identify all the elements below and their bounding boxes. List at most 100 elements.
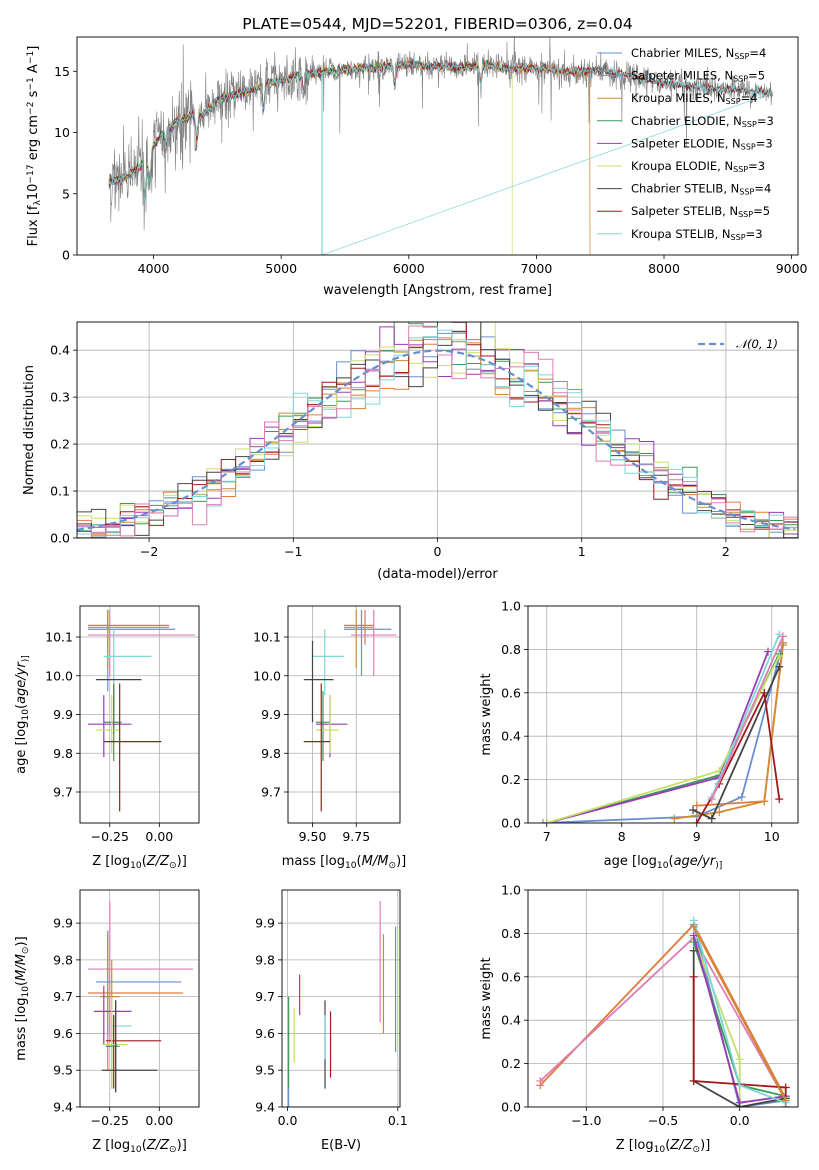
weight-marker	[689, 972, 698, 981]
y-tick-label: 9.4	[53, 1100, 73, 1115]
weight-marker	[781, 1083, 790, 1092]
label-part: Kroupa ELODIE, N	[631, 159, 733, 173]
x-axis-label: (data-model)/error	[377, 567, 498, 582]
histogram-step-extra	[77, 325, 798, 537]
y-tick-label: 9.7	[261, 785, 281, 800]
weight-marker	[715, 808, 724, 817]
label-part: ⊙	[693, 1145, 701, 1155]
y-tick-label: 9.7	[53, 989, 73, 1004]
x-tick-label: −1	[284, 544, 302, 559]
label-part: Z [log	[92, 1138, 130, 1153]
label-part: 10	[654, 1145, 666, 1155]
label-part: Chabrier ELODIE, N	[631, 114, 742, 128]
label-part: age [log	[14, 721, 29, 774]
y-tick-label: 0.2	[501, 772, 521, 787]
weight-marker	[689, 1076, 698, 1085]
y-axis-label: age [log10(age/yr)]	[14, 655, 31, 774]
label-part: )]	[396, 854, 406, 869]
label-part: SSP	[733, 165, 748, 174]
x-tick-label: 5000	[265, 261, 297, 276]
weight-marker	[775, 795, 784, 804]
label-part: Z/Z	[146, 854, 170, 869]
y-tick-label: 9.5	[255, 1063, 275, 1078]
label-part: =4	[741, 91, 758, 105]
weight-line-chabrier-miles	[542, 642, 784, 823]
label-part: SSP	[726, 98, 741, 107]
y-axis-label: mass weight	[479, 957, 494, 1039]
y-tick-label: 9.8	[255, 952, 275, 967]
y-tick-label: 10.0	[45, 668, 73, 683]
label-part: s	[26, 90, 41, 101]
weight-marker	[689, 805, 697, 814]
weight-marker	[775, 662, 784, 671]
x-tick-label: 9000	[776, 261, 808, 276]
label-part: mass [log	[282, 854, 345, 869]
y-tick-label: 0.2	[501, 1056, 521, 1071]
x-tick-label: −0.5	[648, 1113, 678, 1128]
x-tick-label: 9.75	[342, 829, 370, 844]
label-part: −17	[26, 164, 36, 183]
chart-age-vs-mass: 9.50 9.75 9.7 9.8 9.9 10.0 10.1 mass [log10(M/M…	[253, 605, 406, 871]
label-part: )]	[715, 861, 722, 871]
weight-marker	[737, 792, 746, 801]
y-tick-label: 0	[62, 248, 70, 263]
y-tick-label: 0.8	[501, 926, 521, 941]
x-axis-label: Z [log10(Z/Z⊙)]	[616, 1138, 711, 1155]
legend-entry: Kroupa ELODIE, NSSP=3	[631, 159, 765, 174]
y-axis-label: Flux [fλ10−17 erg cm−2 s−1 A−1]	[26, 46, 43, 247]
label-part: ⊙	[169, 1145, 177, 1155]
legend-entry: Salpeter STELIB, NSSP=5	[631, 204, 770, 219]
label-part: erg cm	[26, 115, 41, 164]
label-part: )]	[177, 854, 187, 869]
chart-mass-vs-Z: −0.25 0.009.49.59.69.79.89.9Z [log10(Z/Z⊙…	[14, 889, 200, 1155]
y-tick-label: 0.0	[501, 816, 521, 831]
x-axis-label: Z [log10(Z/Z⊙)]	[92, 1138, 187, 1155]
weight-marker	[692, 801, 701, 810]
weight-marker	[689, 946, 698, 955]
label-part: )]	[21, 655, 31, 662]
label-part: SSP	[738, 211, 753, 220]
weight-marker	[536, 1076, 545, 1085]
y-tick-label: 9.8	[53, 952, 73, 967]
x-tick-label: 0.0	[278, 1113, 298, 1128]
weight-marker	[764, 647, 772, 656]
label-part: Chabrier MILES, N	[631, 46, 734, 60]
x-tick-label: 8000	[648, 261, 680, 276]
y-tick-label: 0.4	[50, 343, 70, 358]
x-tick-label: 7000	[520, 261, 552, 276]
axes-frame	[281, 889, 401, 1108]
plot-area	[288, 606, 400, 823]
plot-area	[80, 890, 199, 1107]
label-part: A	[26, 64, 41, 77]
label-part: age/yr	[14, 661, 29, 704]
label-part: (	[142, 1138, 147, 1153]
y-tick-label: 1.0	[501, 883, 521, 898]
plots-layer: PLATE=0544, MJD=52201, FIBERID=0306, z=0…	[14, 15, 808, 1155]
y-tick-label: 0.1	[50, 484, 70, 499]
y-tick-label: 9.4	[255, 1100, 275, 1115]
label-part: 10	[21, 986, 31, 998]
x-tick-label: 4000	[138, 261, 170, 276]
label-part: M/M	[14, 954, 29, 981]
x-tick-label: 7	[543, 829, 551, 844]
x-tick-label: 10	[764, 829, 780, 844]
weight-line-extra	[710, 636, 784, 800]
weight-marker	[539, 819, 547, 823]
plot-area	[528, 890, 798, 1107]
label-part: )]	[700, 1138, 710, 1153]
legend-entry: Kroupa MILES, NSSP=4	[631, 91, 758, 106]
label-part: =4	[754, 182, 771, 196]
legend-entry: Chabrier MILES, NSSP=4	[631, 46, 766, 61]
x-tick-label: −0.25	[91, 829, 129, 844]
weight-marker	[779, 632, 787, 641]
weight-marker	[707, 795, 716, 804]
y-tick-label: 15	[54, 64, 70, 79]
x-tick-label: 8	[618, 829, 626, 844]
legend-entry: Salpeter ELODIE, NSSP=3	[631, 136, 773, 151]
plot-area	[282, 890, 400, 1107]
legend-entry: Chabrier STELIB, NSSP=4	[631, 182, 771, 197]
weight-marker	[735, 1081, 744, 1090]
